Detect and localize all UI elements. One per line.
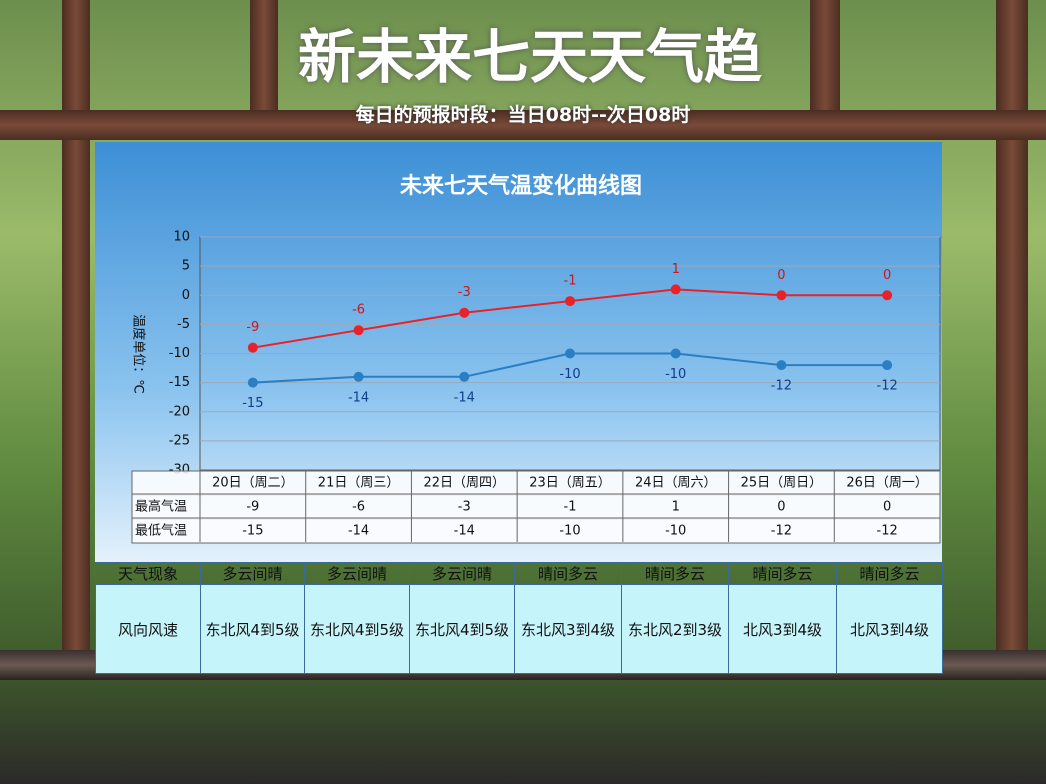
table-row-label: 最高气温 bbox=[135, 499, 187, 515]
weather-row: 天气现象 多云间晴 多云间晴 多云间晴 晴间多云 晴间多云 晴间多云 晴间多云 bbox=[95, 562, 943, 585]
table-value: -14 bbox=[348, 524, 369, 539]
x-tick-label: 24日（周六） bbox=[635, 476, 717, 491]
point bbox=[247, 342, 258, 353]
weather-cell: 晴间多云 bbox=[836, 562, 943, 585]
weather-cell: 东北风3到4级 bbox=[514, 584, 622, 674]
data-label: -15 bbox=[242, 396, 263, 411]
weather-cell: 东北风4到5级 bbox=[200, 584, 305, 674]
weather-table: 天气现象 多云间晴 多云间晴 多云间晴 晴间多云 晴间多云 晴间多云 晴间多云 风向风速 东北风4… bbox=[95, 562, 943, 674]
x-tick-label: 23日（周五） bbox=[529, 476, 611, 491]
weather-cell: 东北风4到5级 bbox=[304, 584, 410, 674]
data-label: -10 bbox=[559, 367, 580, 382]
data-label: -3 bbox=[458, 285, 471, 300]
y-tick-label: 0 bbox=[182, 288, 190, 303]
point bbox=[353, 371, 364, 382]
table-value: -14 bbox=[454, 524, 475, 539]
x-tick-label: 25日（周日） bbox=[741, 476, 823, 491]
weather-cell: 东北风4到5级 bbox=[409, 584, 515, 674]
table-row-label: 最低气温 bbox=[135, 523, 187, 539]
point bbox=[459, 371, 470, 382]
point bbox=[776, 360, 787, 371]
page-subtitle: 每日的预报时段：当日08时--次日08时 bbox=[355, 104, 691, 126]
window-bar bbox=[810, 0, 840, 110]
table-value: -1 bbox=[564, 500, 577, 515]
point bbox=[565, 296, 575, 307]
y-tick-label: -25 bbox=[169, 433, 190, 448]
table-value: 1 bbox=[672, 500, 680, 515]
x-tick-label: 22日（周四） bbox=[424, 476, 506, 491]
point bbox=[882, 290, 893, 301]
y-tick-label: -5 bbox=[177, 317, 190, 332]
row-label: 风向风速 bbox=[95, 584, 201, 674]
weather-row: 风向风速 东北风4到5级 东北风4到5级 东北风4到5级 东北风3到4级 东北风2到3级北… bbox=[95, 584, 943, 674]
y-axis-label: 温度单位：℃ bbox=[131, 314, 147, 394]
table-value: -6 bbox=[352, 500, 365, 515]
window-bar bbox=[250, 0, 278, 110]
window-bar bbox=[996, 0, 1028, 660]
weather-cell: 多云间晴 bbox=[409, 562, 515, 585]
x-tick-label: 21日（周三） bbox=[318, 476, 400, 491]
window-frame bbox=[0, 110, 1046, 140]
y-tick-label: 10 bbox=[173, 230, 190, 245]
y-tick-label: 5 bbox=[182, 259, 190, 274]
point bbox=[670, 284, 681, 295]
weather-cell: 多云间晴 bbox=[304, 562, 410, 585]
table-value: -9 bbox=[246, 500, 259, 515]
data-label: -12 bbox=[771, 379, 792, 394]
table-value: -10 bbox=[559, 524, 580, 539]
point bbox=[459, 307, 470, 318]
table-value: -12 bbox=[771, 524, 792, 539]
point bbox=[776, 290, 787, 301]
table-value: -10 bbox=[665, 524, 686, 539]
data-label: 0 bbox=[777, 268, 785, 283]
table-value: -12 bbox=[877, 524, 898, 539]
page-title: 新未来七天天气趋 bbox=[297, 23, 762, 91]
table-value: -3 bbox=[458, 500, 471, 515]
weather-cell: 晴间多云 bbox=[514, 562, 622, 585]
table-value: 0 bbox=[777, 500, 785, 515]
y-tick-label: -15 bbox=[169, 375, 190, 390]
data-label: -14 bbox=[348, 390, 369, 405]
weather-cell: 晴间多云 bbox=[621, 562, 729, 585]
table-bg bbox=[131, 470, 941, 544]
data-label: -1 bbox=[564, 274, 577, 289]
weather-cell: 晴间多云 bbox=[728, 562, 837, 585]
point bbox=[882, 360, 893, 371]
point bbox=[565, 348, 575, 359]
data-label: -12 bbox=[877, 379, 898, 394]
x-tick-label: 26日（周一） bbox=[846, 476, 928, 491]
y-tick-label: -10 bbox=[169, 346, 190, 361]
data-label: -10 bbox=[665, 367, 686, 382]
table-value: -15 bbox=[242, 524, 263, 539]
point bbox=[353, 325, 364, 336]
weather-cell: 多云间晴 bbox=[200, 562, 305, 585]
chart: 未来七天气温变化曲线图 温度单位：℃ -30-25-20-15-10-50510… bbox=[95, 142, 942, 562]
weather-cell: 东北风2到3级 bbox=[621, 584, 729, 674]
x-tick-label: 20日（周二） bbox=[212, 476, 294, 491]
data-label: -9 bbox=[246, 320, 259, 335]
weather-cell: 北风3到4级 bbox=[728, 584, 837, 674]
table-value: 0 bbox=[883, 500, 891, 515]
data-label: -6 bbox=[352, 303, 365, 318]
row-label: 天气现象 bbox=[95, 562, 201, 585]
weather-cell: 北风3到4级 bbox=[836, 584, 943, 674]
y-tick-label: -20 bbox=[169, 404, 190, 419]
data-label: -14 bbox=[454, 390, 475, 405]
point bbox=[670, 348, 681, 359]
chart-title: 未来七天气温变化曲线图 bbox=[400, 173, 642, 199]
data-label: 0 bbox=[883, 268, 891, 283]
data-label: 1 bbox=[672, 262, 680, 277]
point bbox=[247, 377, 258, 388]
window-bar bbox=[62, 0, 90, 660]
